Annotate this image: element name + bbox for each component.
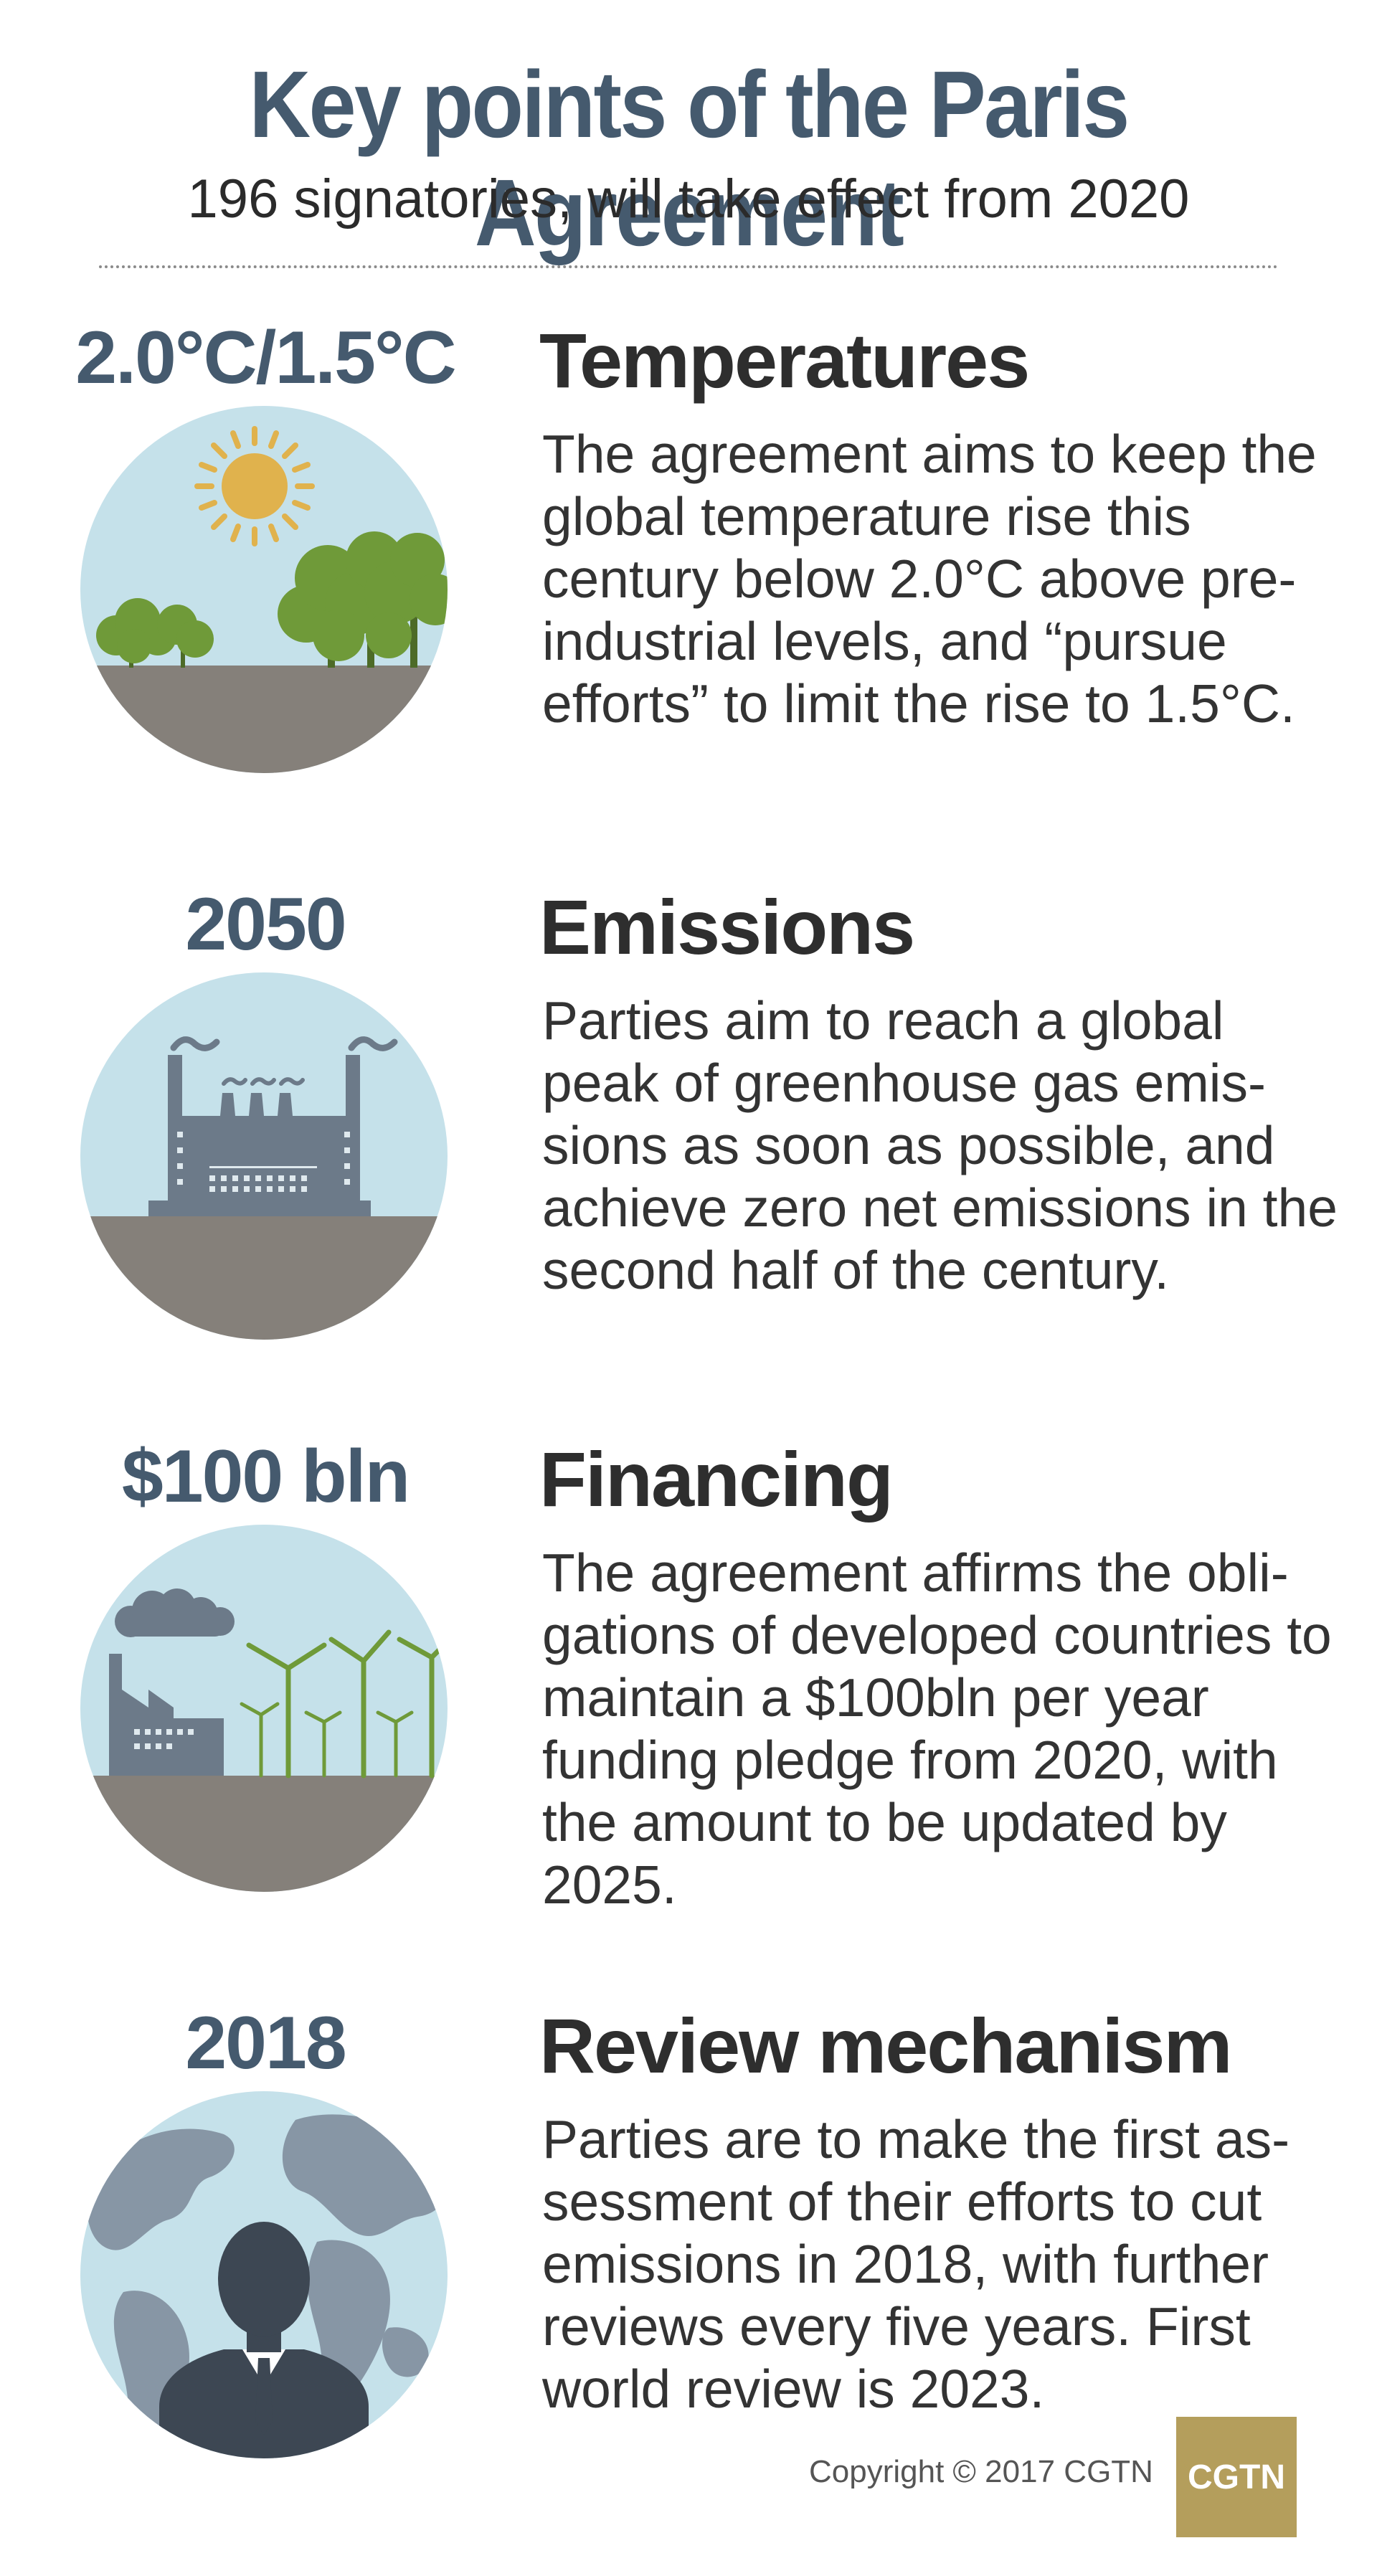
section-heading: Financing bbox=[539, 1436, 894, 1523]
cgtn-logo: CGTN bbox=[1176, 2417, 1297, 2537]
section-financing: $100 bln Financing The agreement affirms… bbox=[0, 1434, 1377, 2008]
section-text: The agreement affirms the obli-gations o… bbox=[542, 1543, 1332, 1915]
section-emissions: 2050 Emissions Parties aim to reach a gl… bbox=[0, 882, 1377, 1456]
section-heading: Temperatures bbox=[539, 317, 1030, 404]
section-text: Parties aim to reach a global peak of gr… bbox=[542, 990, 1338, 1300]
page-subtitle: 196 signatories, will take effect from 2… bbox=[187, 169, 1190, 229]
divider bbox=[99, 265, 1278, 268]
factory-icon bbox=[80, 972, 448, 1340]
metric-value: $100 bln bbox=[121, 1435, 410, 1518]
section-text: The agreement aims to keep the global te… bbox=[542, 424, 1317, 734]
metric-value: 2050 bbox=[185, 883, 346, 966]
section-heading: Review mechanism bbox=[539, 2002, 1232, 2089]
metric-value: 2.0°C/1.5°C bbox=[75, 316, 456, 399]
globe-person-icon bbox=[80, 2091, 448, 2458]
copyright-text: Copyright © 2017 CGTN bbox=[809, 2454, 1153, 2489]
section-temperatures: 2.0°C/1.5°C Temperatures The agreement a… bbox=[0, 316, 1377, 889]
section-review-mechanism: 2018 Review mechanism Parties are to mak… bbox=[0, 2001, 1377, 2575]
sun-trees-icon bbox=[80, 406, 448, 773]
section-text: Parties are to make the first as-sessmen… bbox=[542, 2109, 1290, 2419]
page-title: Key points of the Paris Agreement bbox=[249, 52, 1130, 265]
metric-value: 2018 bbox=[185, 2002, 346, 2085]
wind-turbines-icon bbox=[80, 1525, 448, 1892]
section-heading: Emissions bbox=[539, 884, 915, 970]
